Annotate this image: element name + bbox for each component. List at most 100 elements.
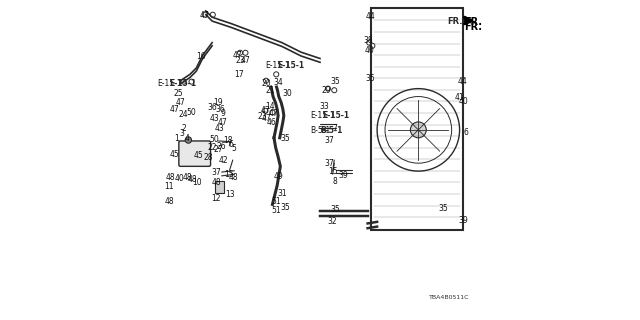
Text: 39: 39 bbox=[458, 216, 468, 225]
Text: 25: 25 bbox=[173, 89, 182, 98]
Text: 48: 48 bbox=[182, 173, 192, 182]
FancyBboxPatch shape bbox=[179, 141, 211, 166]
Text: 48: 48 bbox=[164, 197, 174, 206]
Text: 48: 48 bbox=[166, 173, 176, 182]
Text: 35: 35 bbox=[330, 77, 340, 86]
Text: 35: 35 bbox=[281, 134, 291, 143]
Text: 50: 50 bbox=[210, 135, 220, 144]
Text: 10: 10 bbox=[192, 178, 202, 187]
Bar bbox=[214, 180, 223, 193]
Text: 4: 4 bbox=[184, 134, 189, 143]
Text: 24: 24 bbox=[178, 109, 188, 118]
Circle shape bbox=[410, 122, 426, 138]
Text: 40: 40 bbox=[175, 174, 185, 183]
Text: 15: 15 bbox=[328, 167, 337, 176]
Text: 15: 15 bbox=[224, 170, 234, 179]
Text: 41: 41 bbox=[454, 93, 464, 102]
Text: 17: 17 bbox=[234, 70, 244, 79]
Text: 31: 31 bbox=[278, 189, 287, 198]
Text: 51: 51 bbox=[271, 197, 281, 206]
Text: 26: 26 bbox=[217, 142, 227, 151]
Text: 37: 37 bbox=[211, 168, 221, 177]
Text: 6: 6 bbox=[228, 140, 233, 149]
Text: 7: 7 bbox=[333, 124, 338, 133]
Text: E-15-1: E-15-1 bbox=[170, 79, 196, 88]
Text: 51: 51 bbox=[271, 206, 281, 215]
Text: 48: 48 bbox=[188, 175, 197, 184]
Text: 45: 45 bbox=[194, 151, 204, 160]
Text: 40: 40 bbox=[364, 46, 374, 55]
Text: 47: 47 bbox=[262, 114, 271, 123]
Text: B-5-1: B-5-1 bbox=[310, 126, 331, 135]
Text: 37: 37 bbox=[324, 159, 333, 168]
Text: 47: 47 bbox=[241, 56, 250, 65]
Text: 32: 32 bbox=[327, 217, 337, 226]
Text: E-15-1: E-15-1 bbox=[265, 61, 289, 70]
Text: 23: 23 bbox=[257, 112, 267, 121]
Text: 35: 35 bbox=[438, 204, 448, 213]
Text: 47: 47 bbox=[268, 108, 278, 117]
Text: 2: 2 bbox=[182, 124, 187, 133]
Text: 20: 20 bbox=[261, 79, 271, 88]
Text: 47: 47 bbox=[199, 11, 209, 20]
Text: 45: 45 bbox=[169, 150, 179, 159]
Text: 44: 44 bbox=[365, 12, 375, 21]
Text: 3: 3 bbox=[180, 130, 184, 139]
Text: 19: 19 bbox=[213, 99, 223, 108]
Text: 43: 43 bbox=[214, 124, 224, 133]
Text: 50: 50 bbox=[187, 108, 196, 117]
Text: 5: 5 bbox=[231, 144, 236, 153]
Text: 27: 27 bbox=[213, 145, 223, 154]
Text: 47: 47 bbox=[233, 51, 243, 60]
Text: 35: 35 bbox=[281, 203, 291, 212]
Text: 47: 47 bbox=[175, 99, 186, 108]
Text: 9: 9 bbox=[221, 108, 226, 117]
Text: 30: 30 bbox=[283, 89, 292, 98]
Text: 47: 47 bbox=[260, 106, 270, 115]
Text: 14: 14 bbox=[265, 102, 275, 111]
Text: 21: 21 bbox=[265, 86, 275, 95]
Text: 13: 13 bbox=[225, 190, 234, 199]
Text: 35: 35 bbox=[330, 205, 340, 214]
Text: 42: 42 bbox=[218, 156, 228, 164]
Text: 47: 47 bbox=[218, 118, 227, 127]
Text: 40: 40 bbox=[458, 97, 468, 106]
Text: 6: 6 bbox=[463, 128, 468, 137]
Text: FR.: FR. bbox=[464, 22, 482, 32]
Text: 47: 47 bbox=[170, 105, 180, 114]
Text: 28: 28 bbox=[204, 153, 213, 162]
Text: 12: 12 bbox=[211, 194, 221, 203]
Text: 37: 37 bbox=[324, 136, 333, 145]
Text: 16: 16 bbox=[196, 52, 206, 61]
Text: 39: 39 bbox=[338, 171, 348, 180]
Text: E-15-1: E-15-1 bbox=[157, 79, 182, 88]
Text: 49: 49 bbox=[273, 172, 283, 181]
Circle shape bbox=[185, 137, 191, 143]
Text: 38: 38 bbox=[364, 36, 373, 44]
Text: 35: 35 bbox=[365, 74, 375, 83]
Text: 48: 48 bbox=[211, 178, 221, 187]
Text: 18: 18 bbox=[223, 136, 233, 146]
Text: 33: 33 bbox=[319, 102, 329, 111]
Text: 36: 36 bbox=[215, 105, 225, 114]
Text: FR.: FR. bbox=[447, 17, 463, 26]
Bar bbox=[371, 8, 463, 230]
Text: 34: 34 bbox=[273, 78, 283, 87]
Text: E-15-1: E-15-1 bbox=[323, 111, 349, 120]
Text: 22: 22 bbox=[207, 143, 217, 152]
Text: B-5-1: B-5-1 bbox=[321, 126, 343, 135]
Text: 11: 11 bbox=[164, 182, 174, 191]
Text: 8: 8 bbox=[333, 177, 338, 186]
Text: 46: 46 bbox=[267, 118, 276, 127]
Text: E-15-1: E-15-1 bbox=[277, 61, 304, 70]
Text: 43: 43 bbox=[210, 114, 220, 123]
Text: 1: 1 bbox=[174, 134, 179, 143]
Text: TBA4B0511C: TBA4B0511C bbox=[429, 294, 470, 300]
Text: 36: 36 bbox=[208, 103, 218, 112]
Text: 44: 44 bbox=[458, 77, 468, 86]
Text: 29: 29 bbox=[321, 86, 331, 95]
Text: 48: 48 bbox=[229, 173, 239, 182]
Text: FR.: FR. bbox=[465, 17, 483, 27]
Text: E-15-1: E-15-1 bbox=[310, 111, 335, 120]
Text: 23: 23 bbox=[236, 56, 245, 65]
